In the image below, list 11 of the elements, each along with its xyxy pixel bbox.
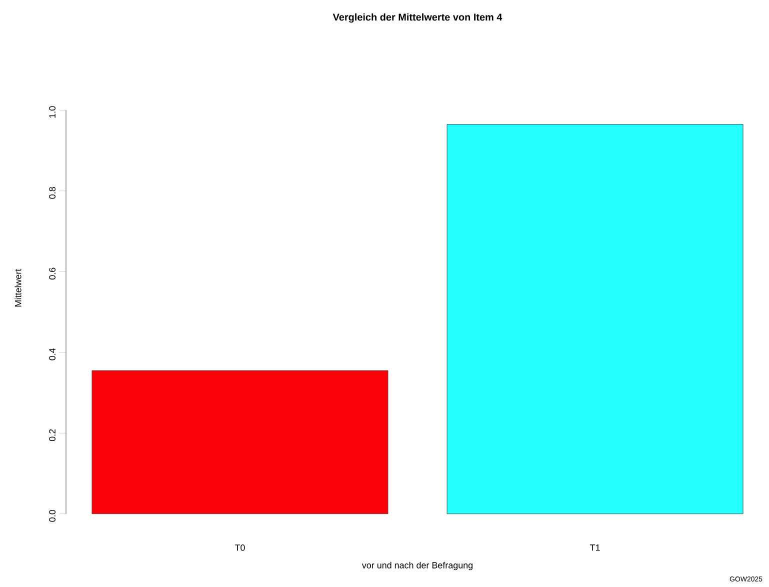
y-tick-label: 0.2 xyxy=(49,429,56,441)
x-tick-label: T1 xyxy=(590,544,600,551)
y-axis-title: Mittelwert xyxy=(14,268,22,306)
y-tick-label: 1.0 xyxy=(49,106,56,118)
y-tick-label: 0.4 xyxy=(49,348,56,360)
y-tick-label: 0.0 xyxy=(49,510,56,522)
y-tick-label: 0.6 xyxy=(49,268,56,280)
y-tick-label: 0.8 xyxy=(49,187,56,199)
x-tick-label: T0 xyxy=(234,544,245,551)
x-axis-title: vor und nach der Befragung xyxy=(362,562,472,570)
chart-title: Vergleich der Mittelwerte von Item 4 xyxy=(332,13,502,23)
